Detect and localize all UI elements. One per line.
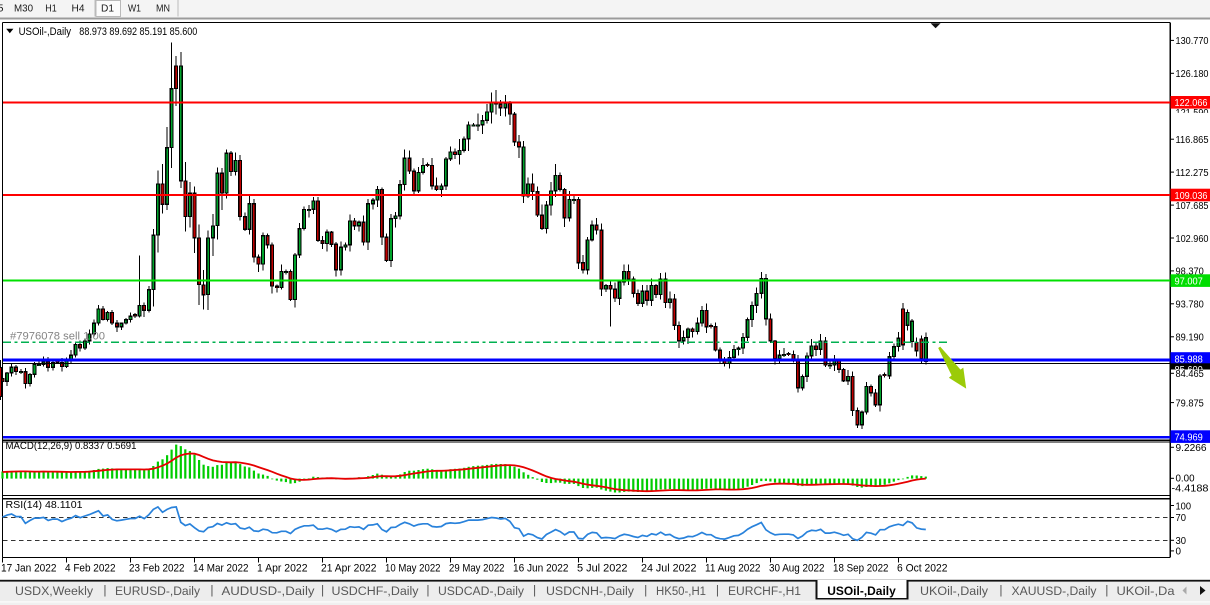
svg-text:|: | [716,583,719,597]
svg-text:11 Aug 2022: 11 Aug 2022 [705,563,761,575]
svg-text:5: 5 [0,4,4,15]
svg-text:|: | [1105,583,1108,597]
svg-text:UKOil-,Da: UKOil-,Da [1117,584,1175,598]
svg-text:|: | [210,583,213,597]
svg-text:5 Jul 2022: 5 Jul 2022 [577,563,628,575]
svg-text:RSI(14) 48.1101: RSI(14) 48.1101 [6,499,83,511]
svg-text:USDCAD-,Daily: USDCAD-,Daily [438,584,525,598]
svg-text:UKOil-,Daily: UKOil-,Daily [920,584,989,598]
svg-text:4 Feb 2022: 4 Feb 2022 [65,563,116,575]
svg-text:116.865: 116.865 [1176,135,1209,146]
svg-text:XAUUSD-,Daily: XAUUSD-,Daily [1012,584,1098,598]
svg-text:109.036: 109.036 [1175,191,1208,202]
svg-text:D1: D1 [101,4,114,15]
svg-text:21 Apr 2022: 21 Apr 2022 [321,563,377,575]
svg-text:|: | [103,583,106,597]
svg-text:121.590: 121.590 [1176,108,1209,119]
svg-text:85.988: 85.988 [1175,354,1204,365]
svg-text:0.00: 0.00 [1176,474,1195,485]
svg-text:93.780: 93.780 [1176,300,1205,311]
svg-text:85.600: 85.600 [1175,365,1204,376]
svg-text:6 Oct 2022: 6 Oct 2022 [897,563,948,575]
svg-text:MN: MN [156,4,170,15]
svg-text:24 Jul 2022: 24 Jul 2022 [641,563,697,575]
svg-text:MACD(12,26,9) 0.8337 0.5691: MACD(12,26,9) 0.8337 0.5691 [6,440,137,452]
svg-text:107.685: 107.685 [1176,201,1209,212]
svg-text:|: | [999,583,1002,597]
svg-text:USOil-,Daily: USOil-,Daily [827,584,896,598]
svg-text:H4: H4 [72,4,85,15]
svg-text:112.275: 112.275 [1176,168,1209,179]
svg-text:USDCNH-,Daily: USDCNH-,Daily [546,584,635,598]
svg-text:0: 0 [1176,547,1182,558]
svg-text:M30: M30 [14,4,33,15]
svg-text:USOil-,Daily: USOil-,Daily [19,26,72,38]
svg-text:89.190: 89.190 [1176,333,1205,344]
svg-text:USDCHF-,Daily: USDCHF-,Daily [332,584,420,598]
svg-text:88.973 89.692 85.191 85.600: 88.973 89.692 85.191 85.600 [79,26,197,38]
svg-text:70: 70 [1176,513,1187,524]
svg-text:|: | [321,583,324,597]
svg-text:17 Jan 2022: 17 Jan 2022 [1,563,57,575]
svg-text:AUDUSD-,Daily: AUDUSD-,Daily [222,584,316,598]
svg-text:100: 100 [1176,501,1192,512]
svg-text:|: | [533,583,536,597]
svg-text:102.960: 102.960 [1176,234,1209,245]
svg-text:16 Jun 2022: 16 Jun 2022 [513,563,569,575]
svg-text:122.066: 122.066 [1175,98,1208,109]
svg-text:74.969: 74.969 [1175,433,1204,444]
svg-text:18 Sep 2022: 18 Sep 2022 [833,563,889,575]
svg-text:EURCHF-,H1: EURCHF-,H1 [728,584,801,598]
svg-text:29 May 2022: 29 May 2022 [449,563,505,575]
svg-text:W1: W1 [128,4,141,15]
svg-text:30 Aug 2022: 30 Aug 2022 [769,563,825,575]
svg-text:79.875: 79.875 [1176,398,1205,409]
svg-text:-4.4188: -4.4188 [1172,484,1209,495]
svg-text:|: | [426,583,429,597]
svg-text:1 Apr 2022: 1 Apr 2022 [257,563,308,575]
svg-text:10 May 2022: 10 May 2022 [385,563,441,575]
svg-text:130.770: 130.770 [1176,36,1209,47]
svg-text:97.007: 97.007 [1175,277,1204,288]
svg-text:9.2266: 9.2266 [1176,443,1207,454]
svg-text:EURUSD-,Daily: EURUSD-,Daily [115,584,201,598]
svg-text:14 Mar 2022: 14 Mar 2022 [193,563,249,575]
svg-text:84.465: 84.465 [1176,369,1205,380]
svg-text:30: 30 [1176,536,1187,547]
svg-text:#7976078 sell 1.00: #7976078 sell 1.00 [10,331,105,343]
svg-text:HK50-,H1: HK50-,H1 [656,584,706,598]
svg-text:|: | [644,583,647,597]
svg-text:126.180: 126.180 [1176,69,1209,80]
svg-text:23 Feb 2022: 23 Feb 2022 [129,563,185,575]
svg-text:USDX,Weekly: USDX,Weekly [15,584,94,598]
svg-text:H1: H1 [45,4,57,15]
svg-text:98.370: 98.370 [1176,267,1205,278]
